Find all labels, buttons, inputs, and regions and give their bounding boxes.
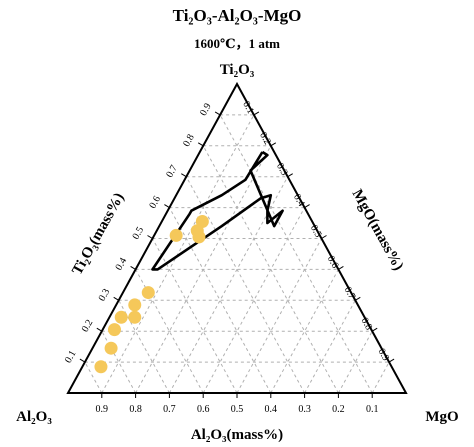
tick-label-bottom-5: 0.6	[197, 404, 210, 415]
tick-label-bottom-6: 0.7	[163, 404, 176, 415]
tick-label-left-8: 0.9	[198, 102, 214, 118]
tick-label-left-0: 0.1	[63, 349, 79, 365]
data-point-3	[192, 230, 206, 244]
tick-label-left-4: 0.5	[130, 225, 146, 241]
grid-line-al2o3-3	[168, 207, 272, 394]
data-series	[94, 150, 284, 374]
grid-line-mgo-0	[101, 114, 255, 394]
axis-ticks: 0.10.10.10.20.20.20.30.30.30.40.40.40.5 0…	[63, 100, 395, 415]
triangle-frame	[66, 81, 408, 394]
grid-line-mgo-8	[371, 361, 390, 394]
vertex-label-right: MgO	[425, 409, 458, 425]
chart-subtitle: 1600℃，1 atm	[194, 36, 280, 51]
grid-line-al2o3-4	[152, 238, 238, 394]
grid-line-al2o3-2	[185, 176, 306, 394]
tick-label-bottom-3: 0.4	[265, 404, 278, 415]
grid-line-mgo-5	[270, 269, 339, 394]
tick-label-left-1: 0.2	[80, 318, 96, 334]
tick-label-bottom-1: 0.2	[332, 404, 345, 415]
data-point-10	[94, 360, 108, 374]
grid-line-mgo-3	[202, 207, 306, 394]
vertex-label-top: Ti₂O₃	[220, 62, 255, 78]
tick-label-bottom-0: 0.1	[366, 404, 379, 415]
data-point-6	[128, 310, 142, 324]
tick-label-bottom-8: 0.9	[96, 404, 109, 415]
axis-label-bottom: Al₂O₃(mass%)	[191, 427, 283, 443]
grid-line-al2o3-0	[219, 114, 373, 394]
chart-title: Ti₂O₃-Al₂O₃-MgO	[173, 6, 302, 25]
grid-line-al2o3-7	[101, 330, 137, 394]
data-point-9	[104, 341, 118, 355]
tick-label-left-5: 0.6	[147, 194, 163, 210]
grid-line-mgo-2	[168, 176, 289, 394]
data-point-4	[141, 286, 155, 300]
tick-label-left-2: 0.3	[97, 287, 113, 303]
grid-line-mgo-6	[304, 300, 356, 394]
axis-label-right: MgO(mass%)	[349, 187, 407, 273]
grid-line-mgo-4	[236, 238, 322, 394]
data-point-8	[107, 323, 121, 337]
tick-label-bottom-2: 0.3	[298, 404, 311, 415]
data-point-7	[114, 310, 128, 324]
tick-label-left-6: 0.7	[164, 163, 180, 179]
tick-label-left-3: 0.4	[114, 256, 130, 272]
vertex-label-left: Al₂O₃	[16, 409, 52, 425]
phase-region-outline	[151, 150, 284, 271]
grid-lines	[84, 114, 390, 394]
tick-label-bottom-7: 0.8	[129, 404, 142, 415]
tick-label-bottom-4: 0.5	[231, 404, 244, 415]
tick-label-left-7: 0.8	[181, 132, 197, 148]
data-point-5	[128, 298, 142, 312]
data-point-2	[169, 228, 183, 242]
